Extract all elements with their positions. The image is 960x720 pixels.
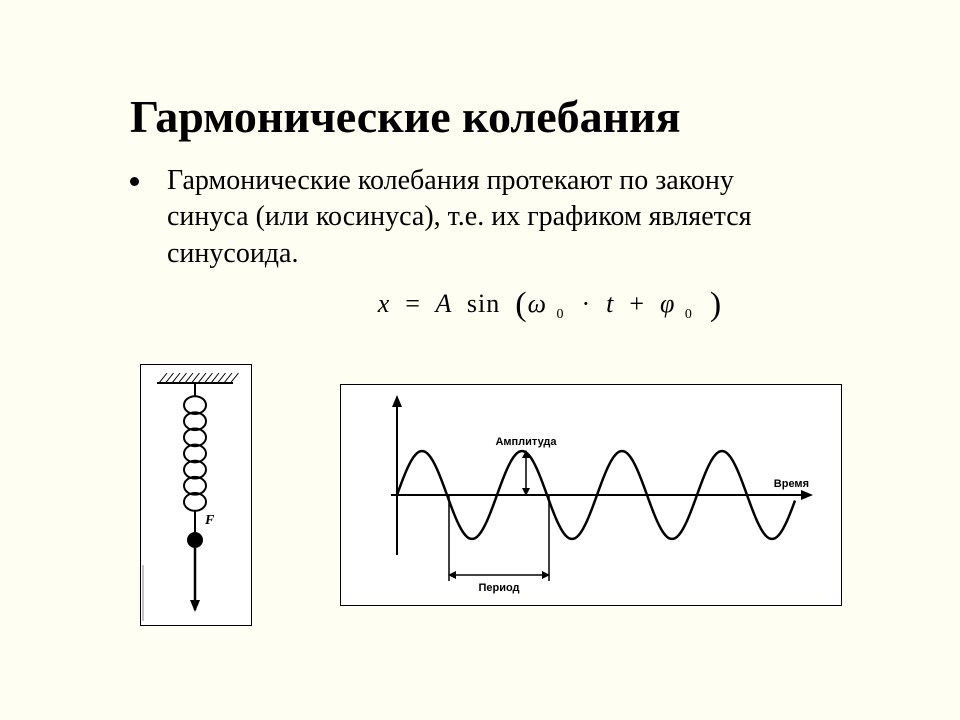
formula-omega: ω: [528, 289, 547, 318]
formula-t: t: [606, 289, 614, 318]
formula-A: A: [436, 289, 452, 318]
svg-text:F: F: [204, 513, 215, 528]
spring-pendulum-diagram: F: [140, 364, 252, 626]
formula-x: x: [378, 289, 391, 318]
formula-omega-sub: 0: [554, 307, 566, 322]
formula-lparen: (: [515, 286, 527, 323]
formula-plus: +: [629, 289, 645, 318]
diagram-row: F Амплитуда Период Время: [70, 354, 890, 634]
svg-text:Время: Время: [774, 478, 809, 490]
svg-text:Амплитуда: Амплитуда: [495, 436, 557, 448]
sine-wave-svg: Амплитуда Период Время: [341, 385, 839, 603]
bullet-text: Гармонические колебания протекают по зак…: [167, 163, 807, 272]
sine-wave-diagram: Амплитуда Период Время: [340, 384, 842, 606]
formula-rparen: ): [710, 286, 722, 323]
bullet-item: Гармонические колебания протекают по зак…: [130, 163, 890, 272]
spring-pendulum-svg: F: [141, 365, 249, 623]
formula-phi-sub: 0: [683, 307, 695, 322]
bullet-icon: [130, 177, 139, 186]
formula-sin: sin: [467, 289, 500, 318]
slide: Гармонические колебания Гармонические ко…: [0, 0, 960, 720]
formula-dot: ·: [581, 289, 591, 318]
formula-phi: φ: [660, 289, 675, 318]
page-title: Гармонические колебания: [130, 90, 890, 143]
formula-eq: =: [405, 289, 421, 318]
svg-text:Период: Период: [478, 582, 519, 594]
formula: x = A sin (ω 0 · t + φ 0 ): [210, 286, 890, 324]
